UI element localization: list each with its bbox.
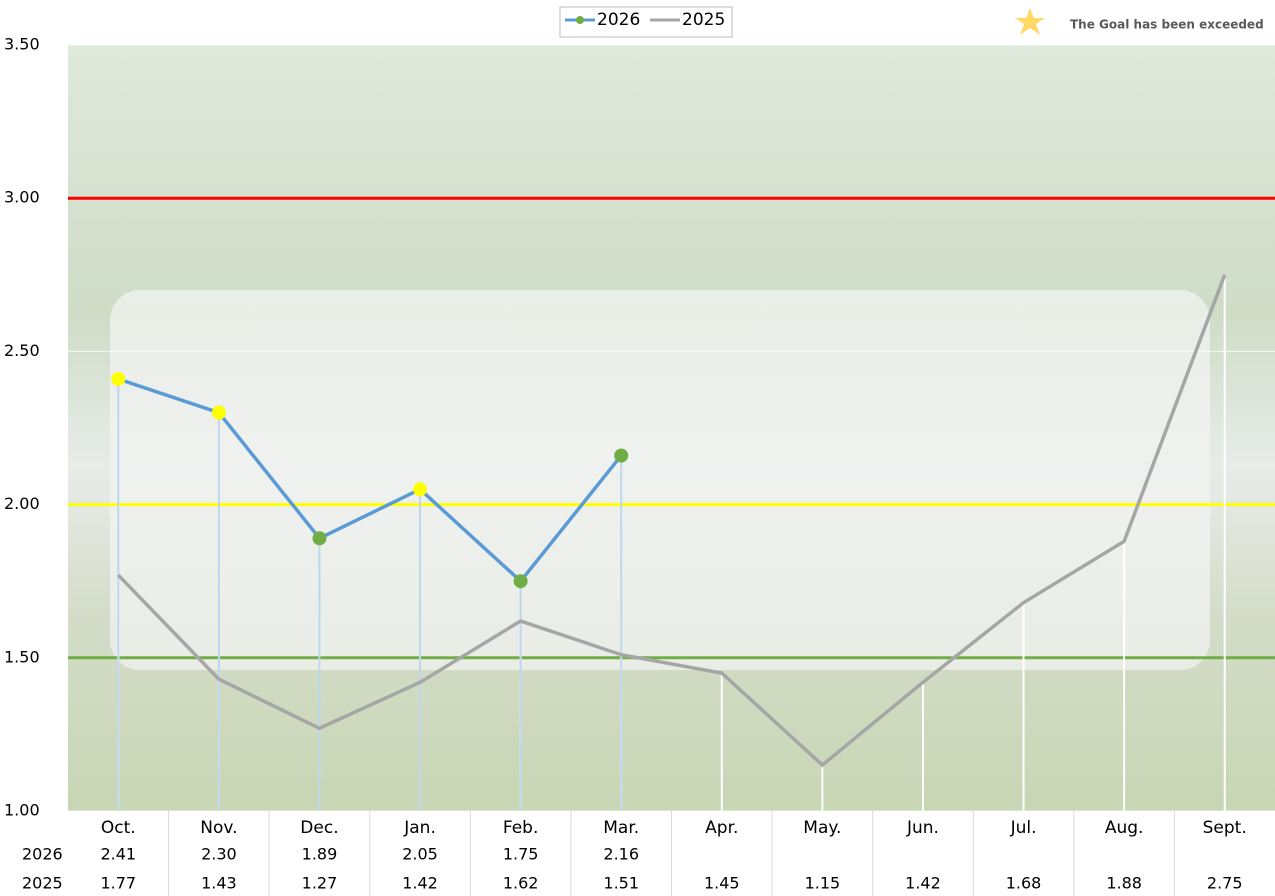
x-tick-label: Jun. [906,818,939,838]
table-value: 1.43 [201,874,237,893]
table-value: 1.42 [905,874,941,893]
table-value: 1.15 [805,874,841,893]
table-value: 2.30 [201,845,237,864]
x-tick-label: Jan. [403,818,436,838]
x-tick-label: Dec. [300,818,338,838]
y-tick-label: 1.00 [4,801,40,820]
table-value: 2.05 [402,845,438,864]
table-value: 1.51 [603,874,639,893]
marker [513,574,528,589]
table-value: 1.27 [302,874,338,893]
table-value: 2.75 [1207,874,1243,893]
goal-star [1015,8,1045,35]
y-tick-label: 3.50 [4,35,40,54]
x-tick-label: Sept. [1203,818,1247,838]
x-tick-label: May. [803,818,841,838]
table-value: 1.62 [503,874,539,893]
legend-label: 2026 [597,10,640,30]
x-tick-label: Apr. [705,818,738,838]
y-tick-label: 1.50 [4,647,40,666]
table-value: 1.89 [302,845,338,864]
table-value: 1.45 [704,874,740,893]
y-tick-label: 2.00 [4,494,40,513]
x-tick-label: Oct. [101,818,136,838]
table-value: 1.88 [1106,874,1142,893]
legend-box [559,6,733,38]
legend-label: 2025 [682,10,725,30]
table-row-label: 2025 [22,874,63,893]
marker [111,371,126,386]
table-value: 2.16 [603,845,639,864]
x-tick-label: Jul. [1010,818,1037,838]
background-photo [110,290,1210,670]
series-line [117,377,623,584]
x-tick-label: Feb. [503,818,539,838]
marker [413,482,428,497]
marker [614,448,629,463]
x-tick-label: Nov. [200,818,237,838]
y-tick-label: 2.50 [4,341,40,360]
x-tick-label: Mar. [603,818,639,838]
y-tick-label: 3.00 [4,188,40,207]
marker [211,405,226,420]
table-value: 2.41 [100,845,136,864]
annotation: The Goal has been exceeded [1070,18,1264,32]
table-value: 1.68 [1006,874,1042,893]
marker [312,531,327,546]
table-value: 1.75 [503,845,539,864]
table-value: 1.42 [402,874,438,893]
legend-marker [576,16,584,24]
series-line [117,274,1227,768]
table-row-label: 2026 [22,845,63,864]
x-tick-label: Aug. [1105,818,1144,838]
table-value: 1.77 [100,874,136,893]
